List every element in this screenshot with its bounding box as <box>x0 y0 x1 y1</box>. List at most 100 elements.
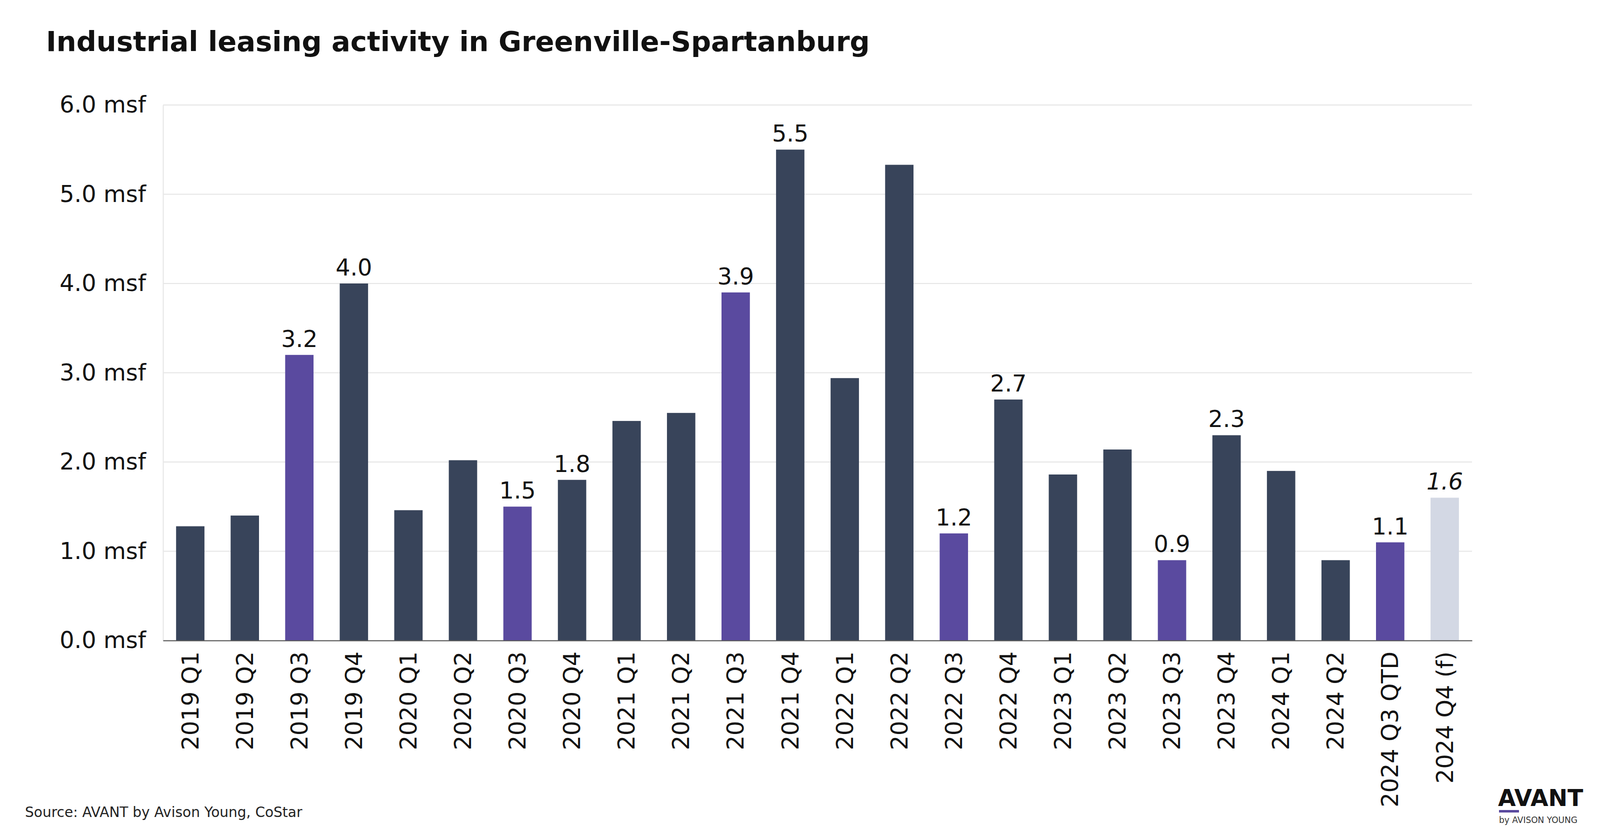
bar <box>449 460 478 641</box>
bar <box>394 510 423 641</box>
x-tick-label: 2024 Q3 QTD <box>1376 651 1404 808</box>
data-label: 2.3 <box>1208 405 1245 433</box>
bar <box>1430 497 1459 641</box>
x-tick-label: 2021 Q4 <box>777 651 804 750</box>
logo-subtitle: by AVISON YOUNG <box>1499 815 1578 825</box>
data-label: 3.2 <box>281 325 318 353</box>
x-axis-line <box>163 640 1473 642</box>
bar <box>503 506 532 641</box>
logo: AVANT <box>1498 784 1584 812</box>
x-tick-label: 2022 Q4 <box>995 651 1022 750</box>
y-tick: 2.0 msf <box>59 448 163 475</box>
y-tick-label: 6.0 msf <box>59 91 147 118</box>
x-tick: 2024 Q4 (f) <box>1431 640 1459 784</box>
bar <box>339 283 368 641</box>
bar <box>994 399 1023 641</box>
x-tick-label: 2020 Q3 <box>504 651 531 750</box>
source: Source: AVANT by Avison Young, CoStar <box>25 804 303 821</box>
bar <box>612 421 641 641</box>
y-axis: 0.0 msf1.0 msf2.0 msf3.0 msf4.0 msf5.0 m… <box>59 91 163 654</box>
data-label: 2.7 <box>990 370 1027 397</box>
x-tick-label: 2021 Q3 <box>722 651 749 750</box>
bar <box>1103 449 1132 641</box>
y-tick-label: 4.0 msf <box>59 269 147 297</box>
x-tick-label: 2020 Q2 <box>449 651 477 750</box>
x-axis: 2019 Q1 2019 Q2 2019 Q3 2019 Q4 2020 Q1 2020 … <box>163 640 1473 808</box>
x-tick: 2022 Q1 <box>831 640 859 750</box>
x-tick: 2022 Q4 <box>995 640 1022 750</box>
x-tick: 2020 Q2 <box>449 640 477 750</box>
x-tick-label: 2023 Q1 <box>1049 651 1077 750</box>
data-label: 4.0 <box>335 254 372 281</box>
data-labels: 3.24.01.51.83.95.51.22.70.92.31.11.6 <box>281 120 1463 558</box>
x-tick: 2024 Q1 <box>1267 640 1295 750</box>
x-tick-label: 2021 Q2 <box>667 651 695 750</box>
data-label: 0.9 <box>1153 530 1190 558</box>
bar <box>1376 542 1405 641</box>
bar <box>1321 560 1350 641</box>
x-tick-label: 2019 Q4 <box>340 651 368 750</box>
bar <box>885 165 914 641</box>
y-tick-label: 3.0 msf <box>59 359 147 386</box>
data-label: 1.8 <box>554 450 591 478</box>
x-tick-label: 2022 Q2 <box>886 651 913 750</box>
x-tick: 2022 Q2 <box>886 640 913 750</box>
y-tick: 1.0 msf <box>59 537 163 565</box>
x-tick-label: 2020 Q1 <box>395 651 422 750</box>
data-label: 5.5 <box>772 120 809 147</box>
bar <box>939 533 968 641</box>
x-tick: 2019 Q2 <box>231 640 259 750</box>
x-tick-label: 2019 Q3 <box>286 651 313 750</box>
x-tick: 2022 Q3 <box>940 640 968 750</box>
y-tick-label: 0.0 msf <box>59 626 147 654</box>
y-tick: 3.0 msf <box>59 359 163 386</box>
logo-bar <box>1499 810 1519 813</box>
y-tick: 0.0 msf <box>59 626 163 654</box>
bars <box>176 149 1459 641</box>
bar <box>1158 560 1187 641</box>
bar <box>285 355 314 641</box>
x-tick-label: 2023 Q4 <box>1213 651 1240 750</box>
bar <box>1212 435 1241 641</box>
x-tick: 2019 Q3 <box>286 640 313 750</box>
bar <box>1049 474 1078 641</box>
bar <box>230 515 259 641</box>
x-tick-label: 2024 Q1 <box>1267 651 1295 750</box>
bar <box>776 149 805 641</box>
x-tick-label: 2019 Q2 <box>231 651 259 750</box>
x-tick: 2024 Q2 <box>1322 640 1349 750</box>
bar <box>1267 471 1296 641</box>
grid-line <box>163 194 1472 195</box>
plot: 0.0 msf1.0 msf2.0 msf3.0 msf4.0 msf5.0 m… <box>59 91 1472 807</box>
x-tick-label: 2022 Q1 <box>831 651 859 750</box>
x-tick: 2021 Q3 <box>722 640 749 750</box>
x-tick: 2020 Q3 <box>504 640 531 750</box>
x-tick-label: 2023 Q3 <box>1158 651 1186 750</box>
x-tick: 2021 Q1 <box>613 640 640 750</box>
x-tick-label: 2021 Q1 <box>613 651 640 750</box>
x-tick: 2021 Q2 <box>667 640 695 750</box>
x-tick: 2023 Q3 <box>1158 640 1186 750</box>
y-tick: 4.0 msf <box>59 269 163 297</box>
x-tick-label: 2023 Q2 <box>1104 651 1131 750</box>
x-tick: 2024 Q3 QTD <box>1376 640 1404 808</box>
bar <box>721 292 750 641</box>
x-tick: 2020 Q1 <box>395 640 422 750</box>
grid-line <box>163 104 1472 106</box>
data-label: 1.5 <box>499 477 536 504</box>
data-label: 1.1 <box>1372 513 1409 540</box>
y-tick-label: 2.0 msf <box>59 448 147 475</box>
bar <box>558 480 587 641</box>
y-axis-line <box>163 105 164 641</box>
chart: Industrial leasing activity in Greenvill… <box>0 0 1600 840</box>
bar <box>667 413 696 641</box>
x-tick: 2021 Q4 <box>777 640 804 750</box>
x-tick: 2023 Q1 <box>1049 640 1077 750</box>
data-label: 1.2 <box>935 504 972 531</box>
x-tick: 2023 Q2 <box>1104 640 1131 750</box>
data-label: 3.9 <box>717 263 754 290</box>
bar <box>830 378 859 641</box>
x-tick-label: 2024 Q2 <box>1322 651 1349 750</box>
x-tick: 2019 Q1 <box>177 640 204 750</box>
y-tick-label: 1.0 msf <box>59 537 147 565</box>
